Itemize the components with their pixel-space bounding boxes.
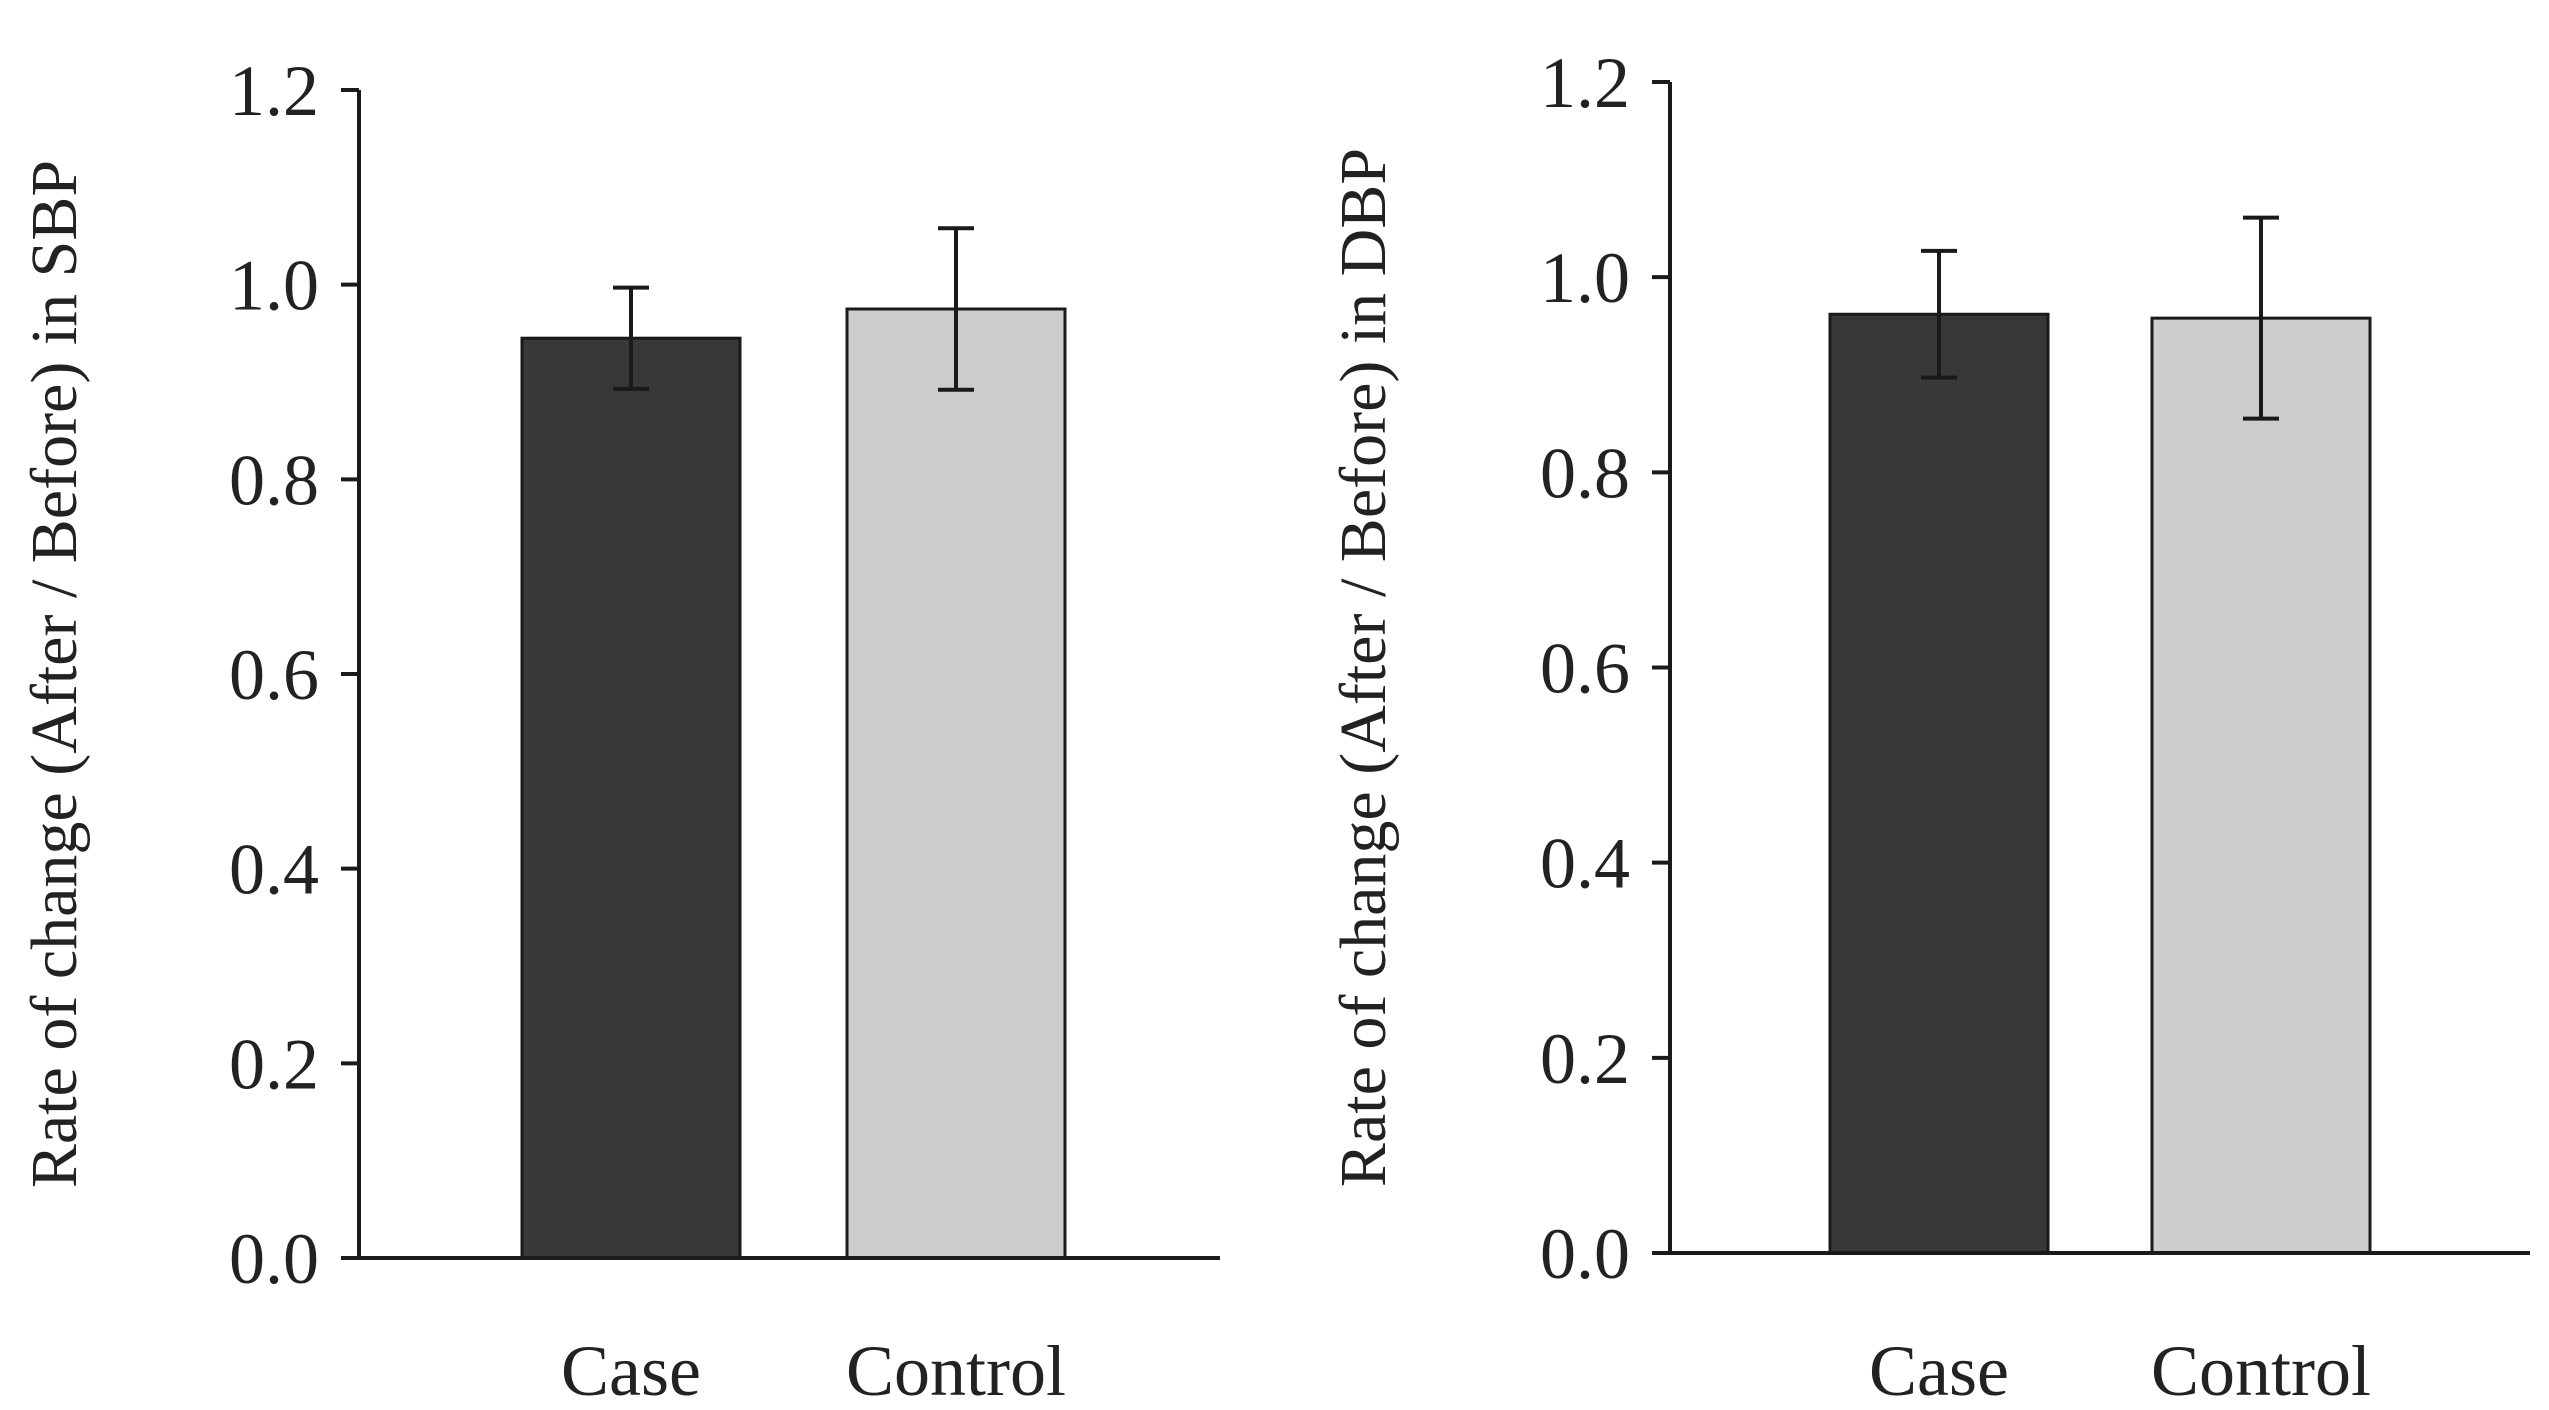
bar-control <box>845 307 1067 1260</box>
category-label-control: Control <box>2151 1331 2371 1410</box>
y-tick-label: 0.6 <box>229 635 319 715</box>
y-tick-label: 1.2 <box>1540 43 1630 123</box>
chart-panel-dbp: Case Control 0.0 0.2 0.4 0.6 0.8 1.0 1.2 Rate of … <box>1327 43 2530 1410</box>
y-tick-label: 0.0 <box>229 1219 319 1299</box>
y-axis-label: Rate of change (After / Before) in DBP <box>1327 148 1400 1187</box>
y-tick-label: 0.2 <box>229 1024 319 1104</box>
bar-control <box>2150 316 2372 1255</box>
category-label-control: Control <box>846 1331 1066 1410</box>
y-tick-label: 1.0 <box>1540 238 1630 318</box>
y-tick-label: 0.4 <box>229 830 319 910</box>
y-tick-label: 1.0 <box>229 246 319 326</box>
category-label-case: Case <box>561 1331 701 1410</box>
y-tick-label: 0.8 <box>229 440 319 520</box>
y-tick-label: 0.0 <box>1540 1214 1630 1294</box>
bar-case <box>1828 312 2050 1255</box>
bar-case <box>520 336 742 1260</box>
chart-panel-sbp: Case Control 0.0 0.2 0.4 0.6 0.8 1.0 1.2 Rate of … <box>18 51 1220 1410</box>
y-tick-label: 0.8 <box>1540 433 1630 513</box>
y-tick-label: 0.2 <box>1540 1019 1630 1099</box>
y-tick-label: 1.2 <box>229 51 319 131</box>
category-label-case: Case <box>1869 1331 2009 1410</box>
y-tick-label: 0.6 <box>1540 629 1630 709</box>
y-axis-label: Rate of change (After / Before) in SBP <box>18 160 91 1188</box>
y-tick-label: 0.4 <box>1540 824 1630 904</box>
